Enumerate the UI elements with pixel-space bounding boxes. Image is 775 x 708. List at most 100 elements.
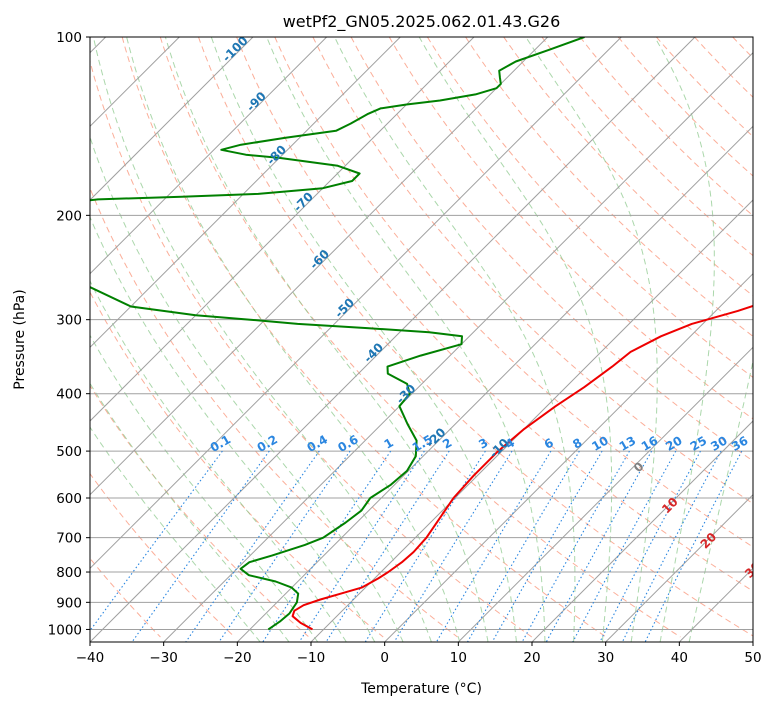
- isotherm-line: [457, 346, 753, 642]
- moist-adiabat-line: [92, 37, 432, 642]
- mixing-ratio-line: [435, 450, 552, 642]
- dry-adiabat-line: [617, 37, 753, 177]
- y-tick-label: 300: [56, 313, 82, 329]
- x-tick-label: 50: [744, 650, 761, 666]
- mixing-ratio-line: [521, 450, 630, 642]
- dry-adiabat-line: [236, 37, 753, 592]
- x-tick-label: 30: [597, 650, 614, 666]
- dry-adiabat-line: [274, 37, 753, 548]
- dry-adiabat-line: [90, 384, 310, 638]
- chart-title: wetPf2_GN05.2025.062.01.43.G26: [283, 12, 561, 32]
- dewpoint-profile-line: [90, 37, 585, 631]
- x-tick-label: −30: [149, 650, 178, 666]
- isotherm-label: -40: [361, 340, 386, 365]
- mixing-ratio-line: [325, 450, 450, 642]
- isotherm-line: [90, 37, 475, 422]
- isotherm-line: [678, 567, 753, 642]
- x-tick-label: −10: [297, 650, 326, 666]
- dry-adiabat-line: [90, 472, 235, 638]
- x-tick-label: −20: [223, 650, 252, 666]
- isotherm-line: [310, 199, 753, 642]
- gray-reference-label: 0: [631, 459, 647, 475]
- isotherm-line: [90, 37, 401, 349]
- moist-adiabat-line: [90, 334, 319, 642]
- mixing-ratio-line: [621, 450, 722, 642]
- y-tick-label: 400: [56, 387, 82, 403]
- moist-adiabat-line: [266, 37, 546, 642]
- moist-adiabat-line: [688, 358, 753, 642]
- mixing-ratio-label: 6: [542, 435, 556, 451]
- grid-layer: [90, 37, 753, 642]
- mixing-ratio-line: [90, 450, 223, 632]
- isotherm-label: -80: [264, 142, 289, 167]
- moist-adiabat-line: [126, 37, 461, 642]
- y-tick-label: 200: [56, 208, 82, 224]
- y-tick-label: 800: [56, 565, 82, 581]
- mixing-ratio-label: 1: [382, 435, 396, 451]
- mixing-ratio-line: [262, 450, 392, 642]
- mixing-ratio-label: 0.2: [255, 432, 280, 455]
- mixing-ratio-line: [218, 450, 351, 642]
- mixing-ratio-label: 0.4: [305, 432, 330, 455]
- mixing-ratio-line: [644, 450, 743, 642]
- y-tick-label: 1000: [48, 622, 82, 638]
- dry-adiabat-line: [90, 291, 384, 638]
- dry-adiabat-line: [426, 37, 753, 378]
- moist-adiabat-line: [525, 37, 658, 642]
- mixing-ratio-line: [572, 450, 677, 642]
- series-layer: [90, 37, 753, 631]
- dry-adiabat-line: [541, 37, 753, 257]
- x-tick-label: 0: [380, 650, 389, 666]
- mixing-ratio-label: 0.6: [335, 432, 360, 455]
- y-tick-label: 700: [56, 531, 82, 547]
- moist-adiabat-line: [90, 135, 404, 642]
- x-tick-label: 20: [523, 650, 540, 666]
- isotherm-label: -70: [291, 189, 316, 214]
- isotherm-line: [90, 37, 549, 496]
- dry-adiabat-line: [503, 37, 753, 297]
- isotherm-line: [531, 420, 753, 642]
- tick-layer: −40 −30 −20 −10 0 10 20 30 40 5010020030040050060…: [48, 30, 762, 666]
- red-reference-label: 30: [742, 559, 764, 581]
- isotherm-line: [90, 37, 696, 642]
- x-axis-label: Temperature (°C): [360, 681, 482, 697]
- moist-adiabat-line: [90, 382, 290, 642]
- isotherm-line: [384, 272, 753, 642]
- temperature-profile-line: [291, 304, 753, 631]
- mixing-ratio-line: [491, 450, 603, 642]
- dry-adiabat-line: [656, 37, 753, 138]
- y-tick-label: 100: [56, 30, 82, 46]
- isotherm-line: [163, 51, 753, 642]
- moist-adiabat-line: [334, 37, 576, 642]
- y-tick-label: 900: [56, 595, 82, 611]
- moist-adiabat-line: [654, 37, 715, 642]
- plot-frame: [89, 36, 754, 643]
- mixing-ratio-line: [599, 450, 701, 642]
- moist-adiabat-line: [210, 37, 517, 642]
- isotherm-line: [90, 37, 328, 275]
- y-tick-label: 500: [56, 444, 82, 460]
- x-tick-label: −40: [76, 650, 105, 666]
- red-reference-label: 20: [698, 530, 720, 552]
- isotherm-label: -50: [332, 295, 357, 320]
- mixing-ratio-line: [185, 450, 320, 642]
- isotherm-label: -90: [244, 89, 269, 114]
- dry-adiabat-line: [198, 37, 753, 637]
- moist-adiabat-line: [418, 37, 613, 642]
- moist-adiabat-line: [90, 215, 376, 642]
- mixing-ratio-line: [131, 450, 270, 642]
- mixing-ratio-line: [298, 450, 425, 642]
- isotherm-line: [605, 493, 753, 642]
- dry-adiabat-line: [121, 37, 607, 638]
- isotherm-line: [90, 37, 622, 570]
- y-tick-label: 600: [56, 491, 82, 507]
- moist-adiabat-line: [164, 37, 489, 642]
- x-tick-label: 10: [450, 650, 467, 666]
- isotherm-line: [90, 37, 254, 201]
- isotherm-line: [236, 125, 753, 642]
- dry-adiabat-line: [465, 37, 753, 338]
- dry-adiabat-line: [388, 37, 753, 420]
- y-axis-label: Pressure (hPa): [12, 289, 28, 389]
- dry-adiabat-line: [312, 37, 753, 505]
- isotherm-line: [752, 641, 753, 642]
